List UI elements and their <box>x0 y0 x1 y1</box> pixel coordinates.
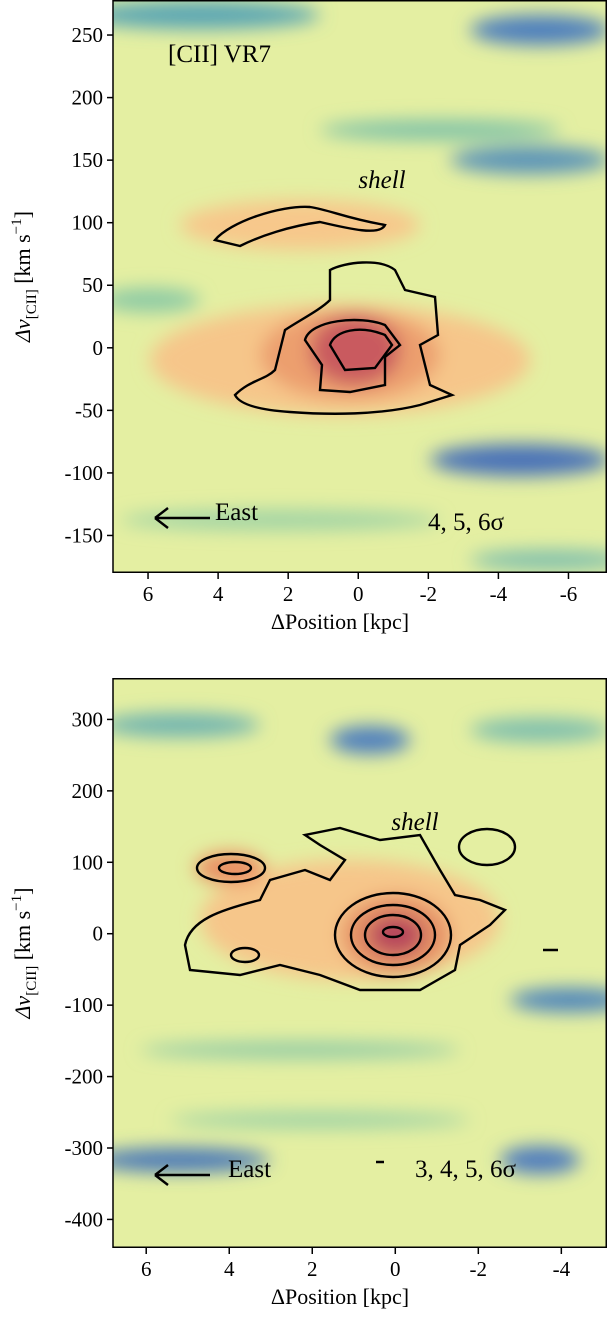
annotation: 3, 4, 5, 6σ <box>415 1156 517 1183</box>
y-axis-label: Δv[CII] [km s−1] <box>9 211 40 343</box>
y-tick-label: -150 <box>65 523 104 547</box>
plot-frame <box>112 678 607 1248</box>
x-tick-label: 2 <box>307 1257 318 1281</box>
y-tick-label: 100 <box>72 211 104 235</box>
y-axis-label-part: Δv <box>10 996 35 1020</box>
x-axis-label: ΔPosition [kpc] <box>271 609 409 634</box>
y-tick-label: 200 <box>72 779 104 803</box>
y-axis-label: Δv[CII] [km s−1] <box>9 888 40 1020</box>
y-tick-label: -100 <box>65 993 104 1017</box>
x-tick-label: -4 <box>553 1257 571 1281</box>
y-axis-label-part: [CII] <box>24 289 40 319</box>
x-axis-label: ΔPosition [kpc] <box>271 1284 409 1309</box>
y-axis-label-part: [CII] <box>24 966 40 996</box>
x-tick-label: -6 <box>560 582 578 606</box>
x-tick-label: 6 <box>141 1257 152 1281</box>
x-tick-label: -2 <box>470 1257 488 1281</box>
y-axis-label-part: Δv <box>10 319 35 343</box>
y-tick-label: -50 <box>75 398 103 422</box>
annotation: East <box>228 1156 271 1183</box>
y-tick-label: -200 <box>65 1065 104 1089</box>
y-tick-label: 0 <box>93 336 104 360</box>
x-tick-label: -4 <box>490 582 508 606</box>
y-tick-label: 250 <box>72 23 104 47</box>
y-axis-label-part: [km s <box>10 234 35 289</box>
x-tick-label: 4 <box>224 1257 235 1281</box>
y-tick-label: 200 <box>72 86 104 110</box>
y-tick-label: 300 <box>72 707 104 731</box>
x-tick-label: 6 <box>143 582 154 606</box>
annotation: shell <box>358 167 405 194</box>
contours <box>154 826 558 1186</box>
x-tick-label: 0 <box>390 1257 401 1281</box>
y-tick-label: 100 <box>72 850 104 874</box>
x-tick-label: 4 <box>213 582 224 606</box>
contours <box>154 205 456 529</box>
annotation: [CII] VR7 <box>168 41 271 68</box>
y-axis-label-part: ] <box>10 888 35 895</box>
y-tick-label: -300 <box>65 1136 104 1160</box>
x-tick-label: 0 <box>353 582 364 606</box>
x-tick-label: -2 <box>420 582 438 606</box>
annotation: shell <box>391 809 438 836</box>
heatmap <box>113 678 607 1248</box>
y-axis-label-part: [km s <box>10 911 35 966</box>
heatmap <box>113 0 607 573</box>
y-axis-label-part: −1 <box>9 218 25 234</box>
x-tick-label: 2 <box>283 582 294 606</box>
plot-frame <box>112 0 607 573</box>
y-tick-label: 50 <box>82 273 103 297</box>
y-axis-label-part: −1 <box>9 895 25 911</box>
y-tick-label: 0 <box>93 922 104 946</box>
y-tick-label: -400 <box>65 1207 104 1231</box>
annotation: East <box>215 499 258 526</box>
annotation: 4, 5, 6σ <box>428 509 505 536</box>
y-axis-label-part: ] <box>10 211 35 218</box>
y-tick-label: -100 <box>65 461 104 485</box>
y-tick-label: 150 <box>72 148 104 172</box>
